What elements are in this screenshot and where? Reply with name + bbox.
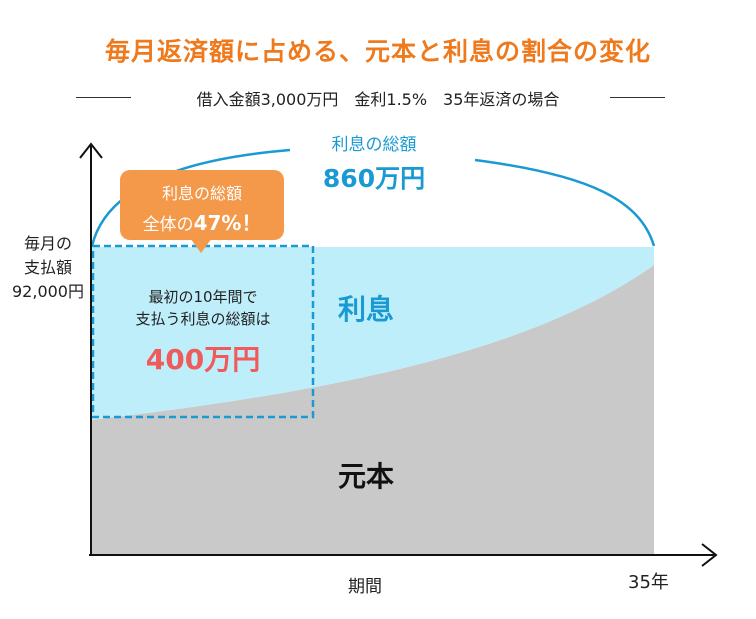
x-axis-end-label: 35年 — [628, 572, 669, 593]
first-10-years-text: 最初の10年間で 支払う利息の総額は 400万円 — [94, 286, 312, 378]
principal-area — [91, 265, 654, 554]
interest-area-label: 利息 — [338, 293, 395, 326]
callout-exclamation: ！ — [241, 211, 262, 235]
total-interest-value: 860万円 — [322, 164, 426, 193]
x-axis-arrow — [701, 543, 718, 567]
interest-ratio-callout: 利息の総額 全体の47%！ — [120, 170, 284, 240]
x-axis-label: 期間 — [348, 577, 382, 597]
total-interest-arc-right — [474, 158, 656, 247]
callout-line-1: 利息の総額 — [161, 184, 242, 203]
subtitle-divider-left — [76, 97, 131, 98]
callout-prefix: 全体の — [142, 215, 194, 235]
box-line-1: 最初の10年間で — [148, 288, 258, 306]
y-axis-label: 毎月の 支払額 92,000円 — [6, 232, 90, 304]
interest-area — [91, 247, 654, 420]
total-interest-label: 利息の総額 — [331, 135, 417, 155]
y-axis-label-line-3: 92,000円 — [12, 282, 84, 301]
box-line-2: 支払う利息の総額は — [135, 310, 271, 328]
principal-area-label: 元本 — [338, 460, 395, 493]
y-axis-label-line-1: 毎月の — [23, 234, 72, 253]
total-interest-annotation: 利息の総額 860万円 — [294, 130, 454, 195]
callout-percentage: 47% — [193, 211, 242, 235]
callout-line-2: 全体の47%！ — [120, 207, 284, 236]
subtitle: 借入金額3,000万円 金利1.5% 35年返済の場合 — [196, 90, 560, 109]
page-title: 毎月返済額に占める、元本と利息の割合の変化 — [104, 37, 651, 66]
subtitle-row: 借入金額3,000万円 金利1.5% 35年返済の場合 — [0, 86, 756, 110]
y-axis-arrow — [79, 142, 103, 159]
callout-tail — [190, 238, 212, 253]
y-axis-label-line-2: 支払額 — [23, 258, 72, 277]
box-amount: 400万円 — [145, 343, 261, 376]
subtitle-divider-right — [610, 97, 665, 98]
